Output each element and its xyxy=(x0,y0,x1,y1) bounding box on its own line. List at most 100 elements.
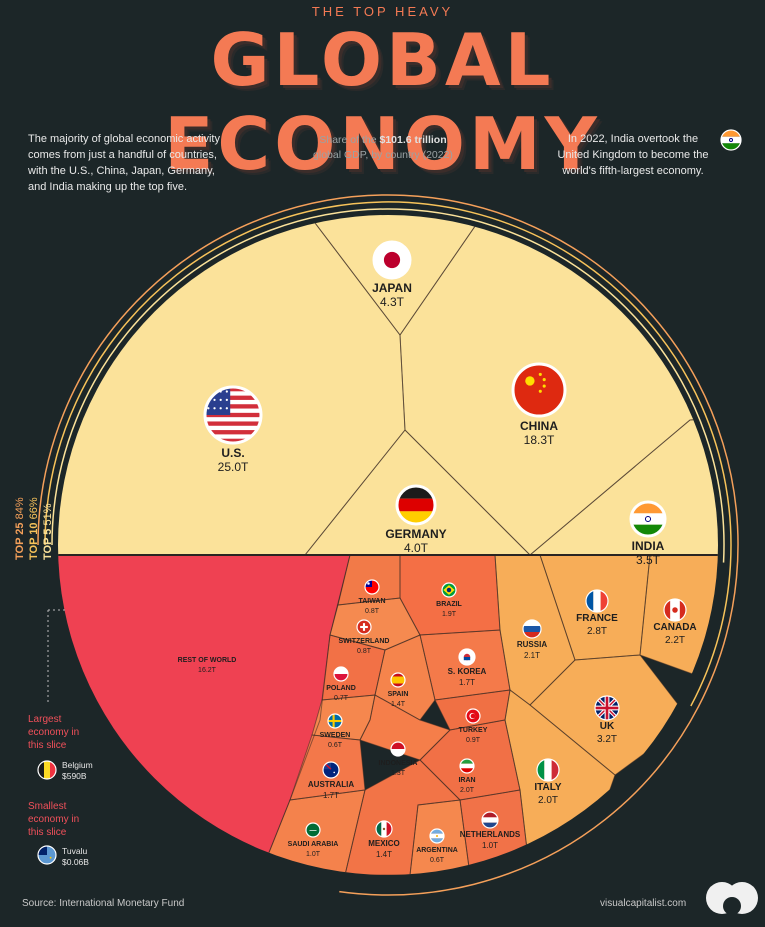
country-value: 2.2T xyxy=(665,635,685,646)
legend-largest-name: Belgium xyxy=(62,760,93,770)
flag-ring xyxy=(720,129,742,151)
page-title: GLOBAL ECONOMY xyxy=(164,18,601,186)
tier-arcs xyxy=(37,194,739,896)
country-name: BRAZIL xyxy=(436,601,462,608)
intro-right-line: United Kingdom to become the xyxy=(557,149,709,161)
cell-switzerland xyxy=(330,598,420,650)
tier-arc-top5 xyxy=(51,208,725,563)
country-name: IRAN xyxy=(458,777,475,784)
visual-capitalist-logo-icon xyxy=(706,882,758,915)
flag-taiwan-icon xyxy=(364,579,380,595)
tier-label-top25: TOP 25 84% xyxy=(14,497,26,560)
flag-italy-icon xyxy=(536,758,560,782)
flag-ring xyxy=(511,362,567,418)
flag-ring xyxy=(458,648,476,666)
country-value: 2.8T xyxy=(587,626,607,637)
flag-japan-icon xyxy=(372,240,412,280)
flag-ring xyxy=(356,619,372,635)
flag-south-korea-icon xyxy=(458,648,476,666)
source-note: Source: International Monetary Fund xyxy=(22,898,185,909)
intro-left-line: with the U.S., China, Japan, Germany, xyxy=(28,165,215,177)
flag-ring xyxy=(333,666,349,682)
country-name: SWITZERLAND xyxy=(339,638,390,645)
flag-ring xyxy=(375,820,393,838)
flag-ring xyxy=(594,695,620,721)
flag-ring xyxy=(663,598,687,622)
cell-taiwan xyxy=(338,555,400,605)
country-name: INDIA xyxy=(632,539,665,553)
country-name: RUSSIA xyxy=(517,640,547,649)
country-name: U.S. xyxy=(221,446,244,460)
legend-largest-title: Largest economy in this slice xyxy=(28,714,80,751)
cell-border xyxy=(639,554,718,701)
flag-brazil-icon xyxy=(441,582,457,598)
country-name: REST OF WORLD xyxy=(178,657,237,664)
cell-borders xyxy=(58,215,718,875)
subtitle-line2: global GDP, by country (2022) xyxy=(313,149,453,161)
intro-right-line: world's fifth-largest economy. xyxy=(562,165,704,177)
country-value: 1.3T xyxy=(391,770,406,777)
flag-ring xyxy=(441,582,457,598)
flag-poland-icon xyxy=(333,666,349,682)
flag-india-icon xyxy=(720,129,742,151)
country-value: 18.3T xyxy=(524,433,555,447)
country-name: POLAND xyxy=(326,685,356,692)
country-value: 0.6T xyxy=(430,857,445,864)
country-value: 4.0T xyxy=(404,541,429,555)
flag-sweden-icon xyxy=(327,713,343,729)
flag-ring xyxy=(465,708,481,724)
flag-ring xyxy=(305,822,321,838)
country-name: TAIWAN xyxy=(358,598,385,605)
legend-largest-item: Belgium $590B xyxy=(62,760,93,782)
intro-right: In 2022, India overtook the United Kingd… xyxy=(548,131,718,179)
country-name: S. KOREA xyxy=(448,667,487,676)
country-name: ARGENTINA xyxy=(416,847,458,854)
country-value: 3.5T xyxy=(636,553,661,567)
flag-switzerland-icon xyxy=(356,619,372,635)
flag-argentina-icon xyxy=(429,828,445,844)
flag-ring xyxy=(390,741,406,757)
country-value: 1.0T xyxy=(306,851,321,858)
cell-indonesia xyxy=(360,695,450,760)
cell-mexico xyxy=(345,760,460,875)
tier-arc-top10 xyxy=(44,201,732,707)
country-value: 2.0T xyxy=(538,795,558,806)
country-value: 2.0T xyxy=(460,787,475,794)
cell-sweden xyxy=(312,695,375,740)
kicker: THE TOP HEAVY xyxy=(311,4,454,19)
flag-indonesia-icon xyxy=(390,741,406,757)
flag-ring xyxy=(629,500,667,538)
flag-mexico-icon xyxy=(375,820,393,838)
country-name: SWEDEN xyxy=(320,732,351,739)
country-name: FRANCE xyxy=(576,613,618,624)
country-value: 1.7T xyxy=(459,678,475,687)
tier-label-top10: TOP 10 66% xyxy=(28,497,40,560)
flag-china-icon xyxy=(511,362,567,418)
flag-ring xyxy=(390,672,406,688)
flag-iran-icon xyxy=(459,758,475,774)
cell-canada xyxy=(640,555,718,700)
flag-ring xyxy=(536,758,560,782)
legend-smallest-item: Tuvalu $0.06B xyxy=(62,846,89,868)
flag-ring xyxy=(522,619,542,639)
flag-india-icon xyxy=(629,500,667,538)
flag-russia-icon xyxy=(522,619,542,639)
country-name: CHINA xyxy=(520,419,558,433)
country-value: 0.8T xyxy=(357,648,372,655)
country-value: 0.9T xyxy=(466,737,481,744)
country-value: 1.0T xyxy=(482,841,498,850)
flag-netherlands-icon xyxy=(481,811,499,829)
intro-left-line: The majority of global economic activity xyxy=(28,133,220,145)
country-value: 4.3T xyxy=(380,295,405,309)
country-name: TURKEY xyxy=(459,727,488,734)
intro-right-line: In 2022, India overtook the xyxy=(567,133,699,145)
brand-link[interactable]: visualcapitalist.com xyxy=(600,898,687,909)
flag-ring xyxy=(203,385,263,445)
country-value: 2.1T xyxy=(524,651,540,660)
cell-border xyxy=(409,799,471,875)
flag-ring xyxy=(585,589,609,613)
cell-poland xyxy=(322,635,385,700)
country-name: ITALY xyxy=(534,782,562,793)
